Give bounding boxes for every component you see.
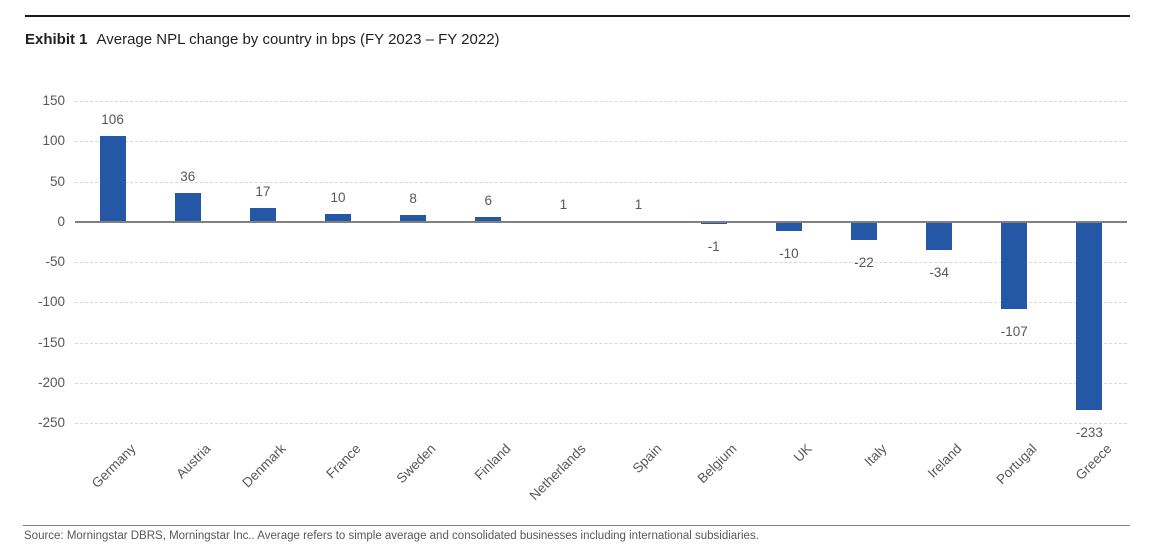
zero-axis-line [75,220,1127,223]
value-label-greece: -233 [1075,425,1103,441]
top-divider-rule [25,15,1130,17]
gridline--150 [75,342,1127,344]
x-tick-label-finland: Finland [471,441,514,483]
y-tick-label--50: -50 [45,254,65,269]
y-tick-label-0: 0 [57,213,65,229]
bar-germany [99,136,126,222]
gridline--50 [75,262,1127,263]
value-label-italy: -22 [854,255,874,271]
x-tick-label-denmark: Denmark [239,441,289,491]
value-label-france: 10 [330,189,346,205]
value-label-netherlands: 1 [559,196,568,212]
x-tick-label-ireland: Ireland [924,441,965,481]
bar-portugal [1001,222,1028,309]
exhibit-title: Average NPL change by country in bps (FY… [96,31,500,48]
x-tick-label-spain: Spain [629,441,665,477]
bottom-divider-rule [23,525,1130,526]
value-label-germany: 106 [101,112,124,128]
x-tick-label-germany: Germany [88,441,139,491]
x-tick-label-belgium: Belgium [694,441,740,487]
y-tick-label-50: 50 [49,173,65,189]
y-tick-label-100: 100 [42,133,65,149]
value-label-spain: 1 [634,196,643,212]
gridline-50 [75,181,1127,183]
value-label-portugal: -107 [1000,323,1028,339]
x-tick-label-netherlands: Netherlands [526,441,590,504]
bar-france [325,213,351,222]
bar-uk [775,222,802,231]
y-tick-label--250: -250 [37,415,65,430]
x-tick-label-france: France [323,441,364,482]
value-label-denmark: 17 [255,184,271,200]
x-axis-labels: Germany Austria Denmark France Sweden Finland… [75,423,1127,518]
value-label-belgium: -1 [707,238,720,254]
value-label-finland: 6 [484,192,493,208]
value-label-sweden: 8 [409,191,417,207]
y-tick-label--100: -100 [37,294,65,310]
value-label-ireland: -34 [929,265,949,281]
bar-denmark [249,208,276,222]
value-label-austria: 36 [180,168,196,184]
y-tick-label--200: -200 [37,374,65,390]
value-label-uk: -10 [779,245,799,261]
exhibit-number-label: Exhibit 1 [25,31,88,48]
gridline--250 [75,423,1127,424]
gridline-100 [75,141,1127,143]
x-tick-label-austria: Austria [172,441,214,482]
y-tick-label-150: 150 [42,93,65,108]
bar-italy [851,222,877,241]
bar-ireland [926,222,953,251]
x-tick-label-greece: Greece [1073,441,1116,483]
gridline--100 [75,302,1127,304]
bar-finland [475,216,502,222]
bar-belgium [700,222,727,224]
bar-sweden [400,215,427,222]
exhibit-header: Exhibit 1 Average NPL change by country i… [25,31,500,48]
source-note: Source: Morningstar DBRS, Morningstar In… [24,530,759,542]
bar-austria [174,192,201,222]
x-tick-label-sweden: Sweden [393,441,439,487]
x-tick-label-italy: Italy [861,441,890,470]
x-tick-label-uk: UK [790,441,815,465]
gridline--200 [75,382,1127,384]
gridline-150 [75,101,1127,102]
x-tick-label-portugal: Portugal [993,441,1040,488]
bar-chart: Germany Austria Denmark France Sweden Finland… [38,93,1127,503]
y-tick-label--150: -150 [37,334,65,350]
bar-greece [1076,222,1103,411]
